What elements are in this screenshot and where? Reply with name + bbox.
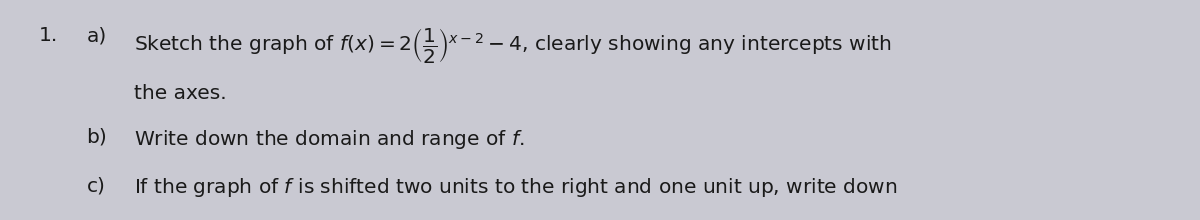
Text: 1.: 1.	[38, 26, 58, 45]
Text: Sketch the graph of $f(x) = 2\left(\dfrac{1}{2}\right)^{x-2} - 4$, clearly showi: Sketch the graph of $f(x) = 2\left(\dfra…	[134, 26, 892, 65]
Text: a): a)	[86, 26, 107, 45]
Text: the axes.: the axes.	[134, 84, 227, 103]
Text: If the graph of $f$ is shifted two units to the right and one unit up, write dow: If the graph of $f$ is shifted two units…	[134, 176, 898, 199]
Text: Write down the domain and range of $f$.: Write down the domain and range of $f$.	[134, 128, 526, 151]
Text: b): b)	[86, 128, 107, 147]
Text: c): c)	[86, 176, 106, 195]
